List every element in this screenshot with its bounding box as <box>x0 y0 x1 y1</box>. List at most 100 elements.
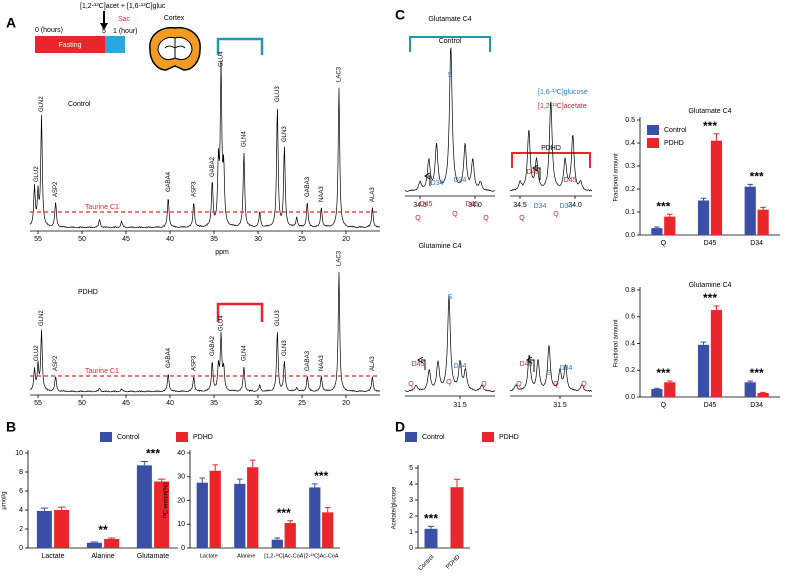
y-tick-label: 30 <box>177 474 185 481</box>
error-bar <box>700 197 707 201</box>
y-tick-label: 8 <box>19 469 23 476</box>
peak-label: Q <box>553 381 559 388</box>
peak-label: D45 <box>420 201 433 208</box>
significance: *** <box>703 291 717 305</box>
peak-label: NAA3 <box>319 355 325 371</box>
bar <box>744 382 756 397</box>
error-bar <box>324 507 331 513</box>
significance: *** <box>277 506 291 520</box>
axis-label: ppm <box>215 249 229 256</box>
peak-label: GABA2 <box>210 335 216 356</box>
significance: *** <box>750 366 764 380</box>
x-tick-label: 40 <box>166 236 174 243</box>
x-tick-label: 40 <box>166 400 174 407</box>
peak-label: Q <box>516 381 522 388</box>
peak-label: GLN2 <box>39 310 45 326</box>
peak-label: D45 <box>527 169 540 176</box>
peak-label: GLN2 <box>39 96 45 112</box>
y-tick-label: 0 <box>409 545 413 552</box>
peak-label: S <box>448 294 453 301</box>
arrow <box>526 356 535 372</box>
significance: *** <box>424 512 438 526</box>
x-tick-label: 34.5 <box>513 202 527 209</box>
significance: *** <box>656 366 670 380</box>
error-bar <box>107 537 116 539</box>
y-tick-label: 3 <box>409 497 413 504</box>
y-axis-label: Acetate/glucose <box>392 486 398 529</box>
x-tick-label: 34.5 <box>413 202 427 209</box>
x-tick-label: Lactate <box>200 553 218 559</box>
y-tick-label: 40 <box>177 450 185 457</box>
time-label: 1 (hour) <box>113 28 138 35</box>
nmr-spectrum <box>509 101 593 192</box>
arrow <box>532 164 541 180</box>
spectrum-title: Control <box>68 101 91 108</box>
x-tick-label: 55 <box>34 400 42 407</box>
y-axis-label: ¹³C enrich(%) <box>164 483 170 519</box>
legend-swatch <box>100 432 112 442</box>
legend-swatch <box>482 432 494 442</box>
y-tick-label: 10 <box>177 521 185 528</box>
bar <box>104 538 120 548</box>
reference-label: Taurine C1 <box>85 368 119 375</box>
fasting-bar <box>35 36 105 53</box>
bar <box>209 470 221 548</box>
x-tick-label: 35 <box>210 236 218 243</box>
legend-swatch <box>405 432 417 442</box>
peak-label: ALA3 <box>370 356 376 371</box>
x-tick-label: Lactate <box>42 553 65 560</box>
x-tick-label: Q <box>661 240 667 247</box>
arrow-head <box>100 23 108 30</box>
peak-label: ALA3 <box>370 187 376 202</box>
bar <box>697 200 710 235</box>
y-tick-label: 4 <box>409 481 413 488</box>
y-tick-label: 2 <box>19 526 23 533</box>
bar <box>697 344 710 397</box>
nmr-spectrum <box>404 47 496 192</box>
bar <box>322 512 334 548</box>
time-label: 5 <box>102 28 106 35</box>
peak-label: D45 <box>466 201 479 208</box>
peak-label: S <box>547 370 552 377</box>
reference-label: Taurine C1 <box>85 204 119 211</box>
peak-label: D45 <box>564 177 577 184</box>
bar <box>757 209 769 235</box>
x-tick-label: D45 <box>704 402 717 409</box>
x-tick-label: 25 <box>298 400 306 407</box>
error-bar <box>427 525 435 529</box>
bar <box>424 528 438 548</box>
x-tick-label: 31.5 <box>553 402 567 409</box>
error-bar <box>453 478 461 488</box>
significance: *** <box>750 170 764 184</box>
error-bar <box>40 507 49 511</box>
error-bar <box>700 341 707 345</box>
peak-label: LAC3 <box>337 66 343 82</box>
peak-label: D34 <box>560 203 573 210</box>
bar <box>154 481 170 548</box>
x-tick-label: Glutamate <box>137 553 169 560</box>
bracket <box>216 302 264 322</box>
error-bar <box>311 483 318 488</box>
y-tick-label: 0.3 <box>625 163 635 170</box>
peak-label: GLN3 <box>282 340 288 356</box>
x-tick-label: 25 <box>298 236 306 243</box>
peak-label: GABA3 <box>305 350 311 371</box>
peak-label: GLU2 <box>34 345 40 361</box>
panel-label: B <box>6 419 16 435</box>
y-tick-label: 0.8 <box>625 287 635 294</box>
error-bar <box>236 478 243 484</box>
bar <box>54 510 70 548</box>
legend-label: PDHD <box>499 434 519 441</box>
bar <box>651 388 663 397</box>
x-tick-label: D34 <box>750 402 763 409</box>
legend-label: Control <box>422 434 445 441</box>
panel-label: C <box>395 7 405 23</box>
y-tick-label: 10 <box>15 450 23 457</box>
peak-label: Q <box>452 211 458 218</box>
peak-label: D34 <box>431 180 444 187</box>
error-bar <box>57 506 66 510</box>
x-tick-label: D34 <box>750 240 763 247</box>
x-tick-label: 50 <box>78 236 86 243</box>
x-tick-label: 34.0 <box>468 202 482 209</box>
x-tick-label: 35 <box>210 400 218 407</box>
